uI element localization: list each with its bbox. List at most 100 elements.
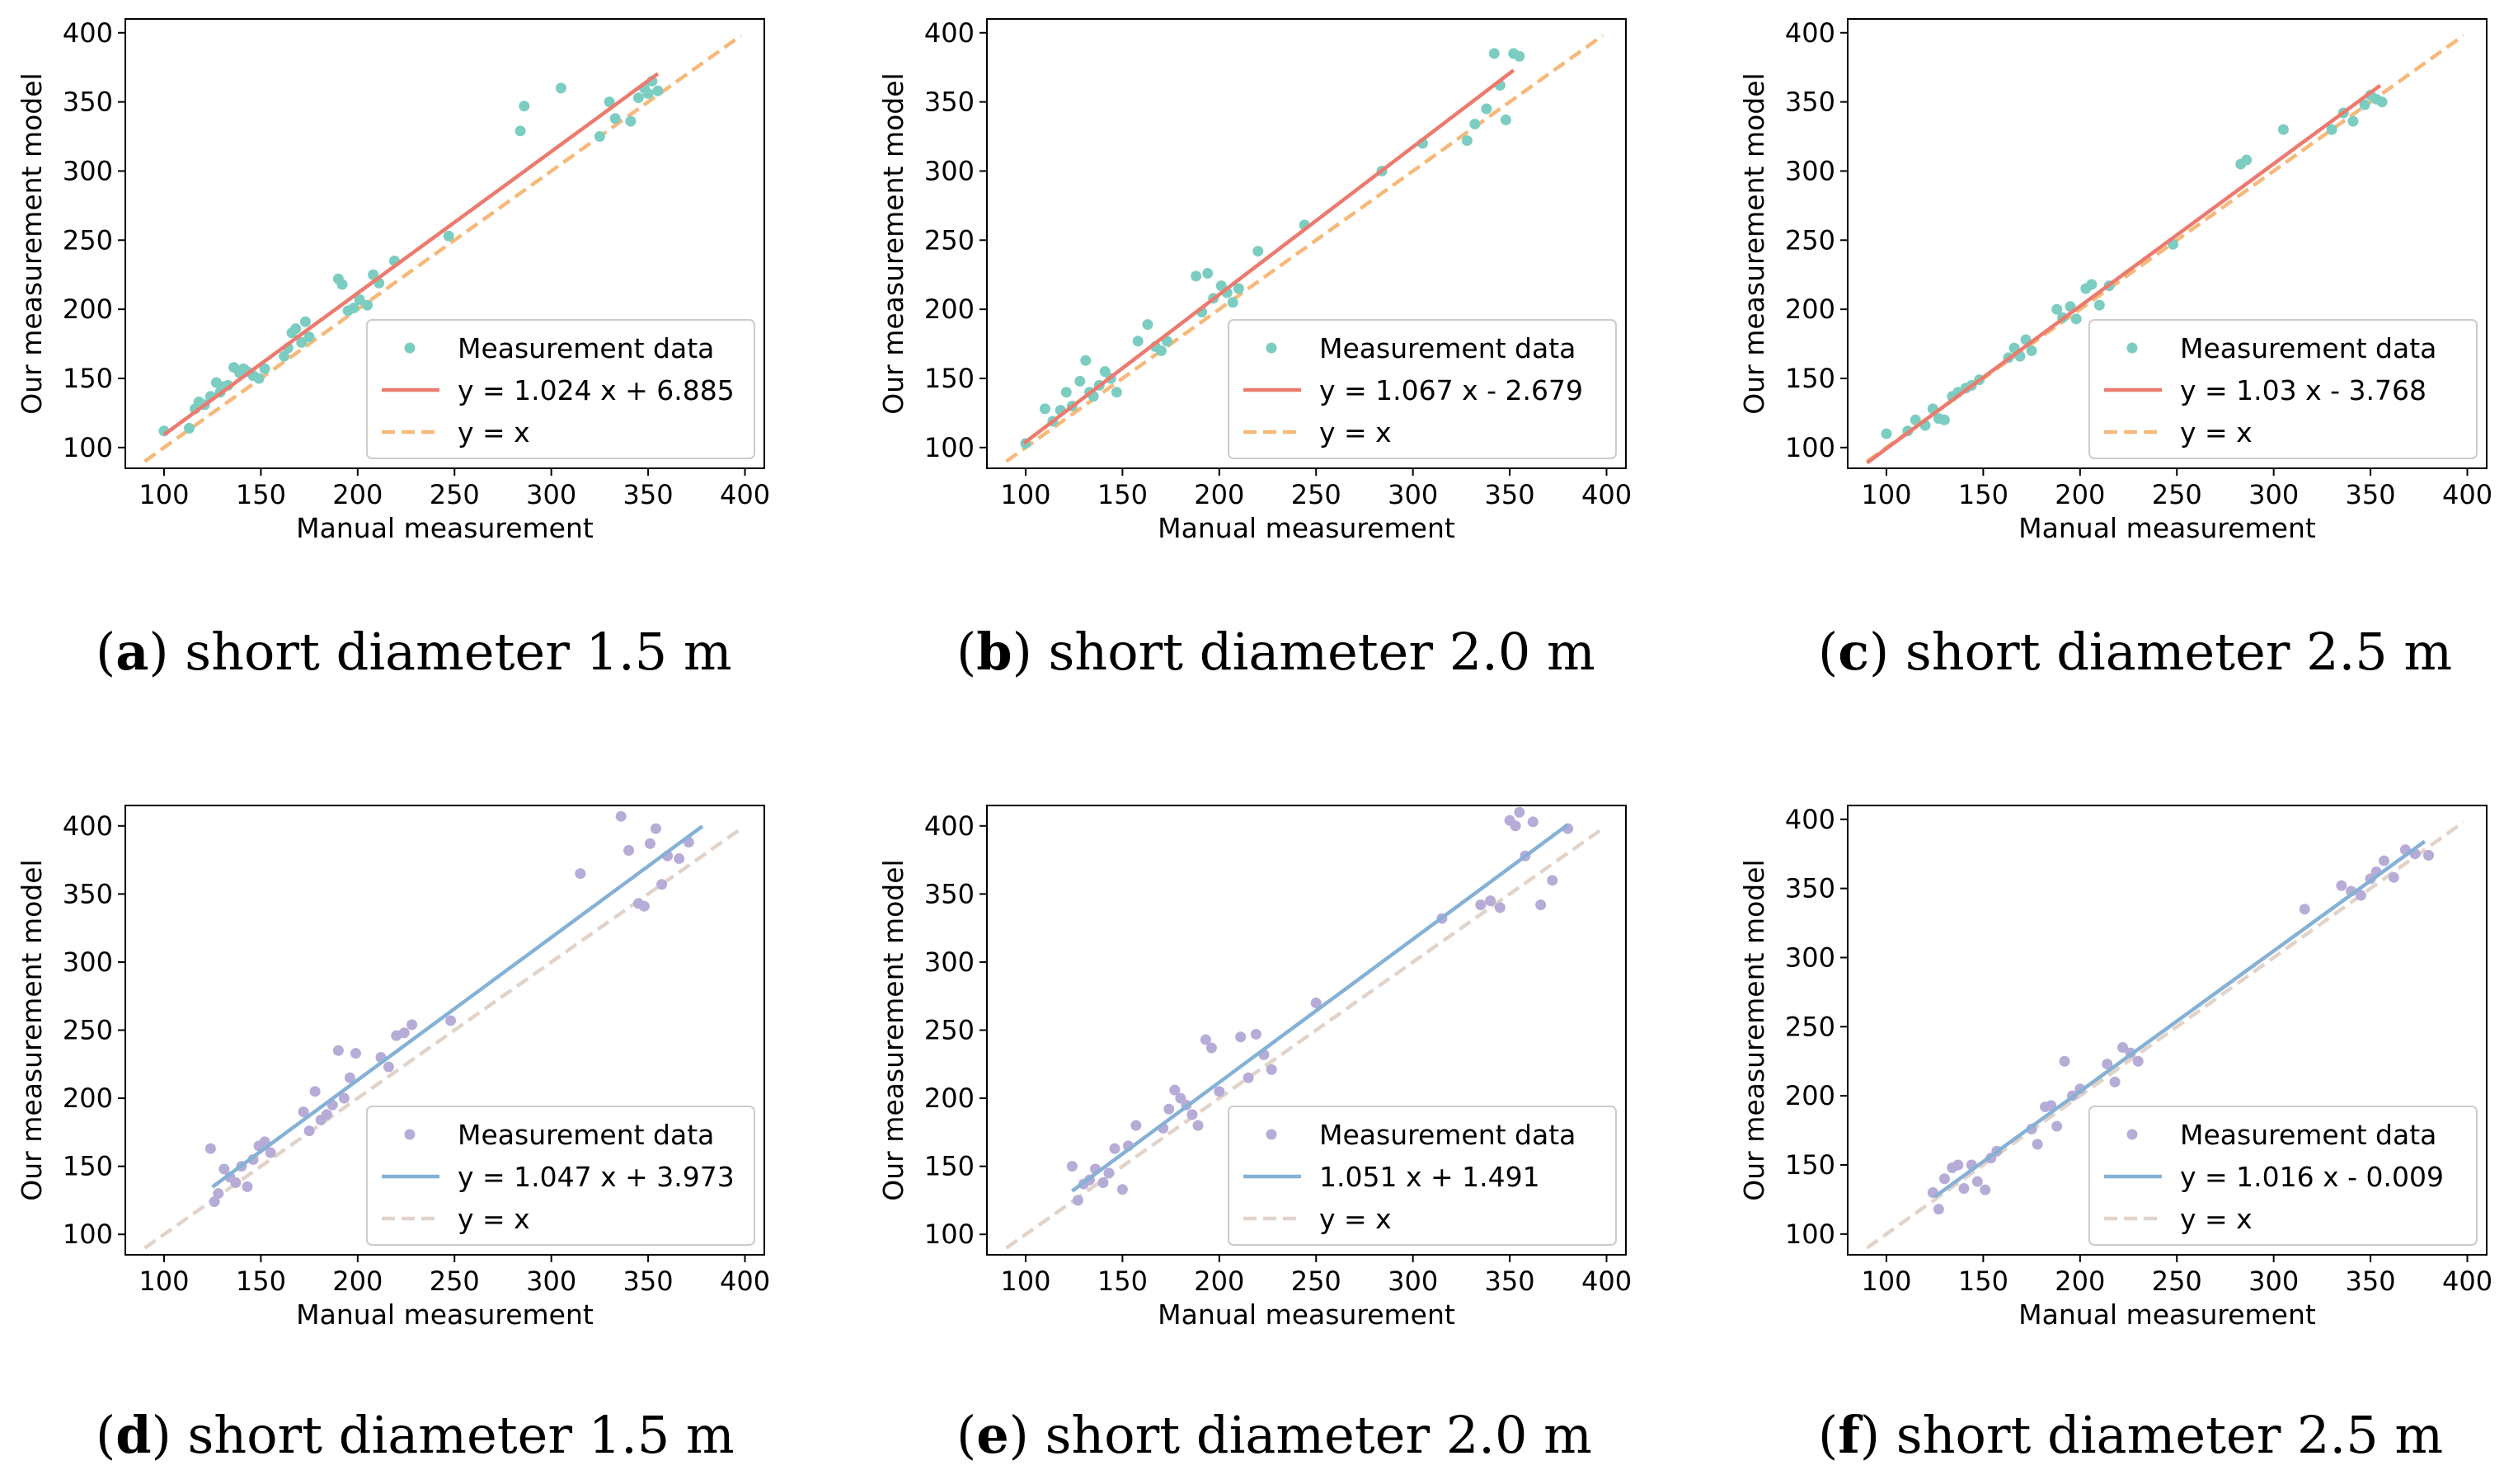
data-point xyxy=(625,115,637,127)
x-tick-label: 300 xyxy=(2248,1266,2299,1297)
data-point xyxy=(2132,1055,2144,1067)
data-point xyxy=(1485,895,1496,907)
panel-a: 100 150 200 250 300 350 400 100 150 200 250 300 350 4… xyxy=(16,17,770,682)
data-point xyxy=(2116,1041,2128,1053)
x-tick-label: 300 xyxy=(2248,479,2299,510)
data-point xyxy=(290,323,302,335)
y-axis-label: Our measurement model xyxy=(1738,859,1770,1200)
data-point xyxy=(1130,1120,1142,1131)
data-point xyxy=(1103,1167,1115,1179)
x-axis-label: Manual measurement xyxy=(2018,512,2316,544)
data-point xyxy=(1510,820,1521,832)
axes-frame xyxy=(1847,805,2488,1256)
data-point xyxy=(332,1045,344,1056)
data-point xyxy=(1527,816,1539,828)
panel-d: 100 150 200 250 300 350 400 100 150 200 250 300 350 4… xyxy=(16,805,770,1465)
panel-f: 100 150 200 250 300 350 400 100 150 200 250 300 350 4… xyxy=(1738,804,2492,1465)
caption-text: short diameter 1.5 m xyxy=(185,622,731,682)
panel-c: 100 150 200 250 300 350 400 100 150 200 250 300 350 4… xyxy=(1738,17,2492,682)
y-tick-label: 400 xyxy=(924,17,975,49)
caption-paren-close: ) xyxy=(1009,1405,1045,1465)
y-tick-label: 350 xyxy=(63,87,113,118)
legend-label: 1.051 x + 1.491 xyxy=(1319,1161,1540,1193)
data-point xyxy=(1111,387,1122,398)
caption-letter: c xyxy=(1838,622,1869,682)
legend-label: Measurement data xyxy=(458,1119,714,1151)
x-tick-label: 350 xyxy=(623,1266,674,1297)
legend-frame xyxy=(1228,1106,1617,1246)
panel-caption: (a) short diameter 1.5 m xyxy=(96,622,732,682)
data-point xyxy=(1163,1103,1175,1115)
legend-label: y = 1.016 x - 0.009 xyxy=(2180,1161,2444,1193)
data-point xyxy=(1494,902,1506,913)
data-point xyxy=(1097,1176,1109,1188)
legend-label: Measurement data xyxy=(1319,1119,1576,1151)
y-axis-label: Our measurement model xyxy=(1738,73,1770,414)
y-tick-label: 350 xyxy=(63,878,113,909)
caption-paren-close: ) xyxy=(152,1405,188,1465)
data-point xyxy=(309,1086,321,1097)
y-tick-label: 150 xyxy=(1785,363,1835,394)
legend-frame xyxy=(1228,319,1617,459)
y-axis-label: Our measurement model xyxy=(16,859,48,1200)
legend-label: Measurement data xyxy=(458,332,714,364)
y-tick-label: 350 xyxy=(1785,87,1835,118)
x-tick-label: 300 xyxy=(526,479,576,510)
caption-paren-open: ( xyxy=(956,1405,976,1465)
x-tick-label: 300 xyxy=(1388,479,1438,510)
data-point xyxy=(354,294,365,305)
x-axis-label: Manual measurement xyxy=(1158,512,1455,544)
panel-caption: (d) short diameter 1.5 m xyxy=(96,1405,735,1465)
x-tick-label: 200 xyxy=(2055,1266,2105,1297)
caption-paren-close: ) xyxy=(1869,622,1905,682)
x-tick-label: 200 xyxy=(1194,479,1244,510)
x-tick-label: 400 xyxy=(2442,1266,2492,1297)
data-point xyxy=(623,845,635,856)
x-tick-label: 300 xyxy=(1388,1266,1438,1297)
data-point xyxy=(2026,345,2037,356)
fit-line xyxy=(162,72,660,437)
data-point xyxy=(594,131,605,143)
axes-frame xyxy=(124,18,765,469)
x-tick-label: 100 xyxy=(1861,1266,1911,1297)
legend-marker-data xyxy=(1266,342,1277,354)
data-point xyxy=(1200,1034,1211,1045)
data-point xyxy=(2046,1100,2057,1111)
x-tick-label: 400 xyxy=(720,479,770,510)
fit-line xyxy=(1070,823,1569,1193)
data-point xyxy=(650,823,661,834)
data-point xyxy=(632,92,644,104)
panel-caption: (c) short diameter 2.5 m xyxy=(1818,622,2452,682)
data-point xyxy=(298,1106,309,1118)
data-point xyxy=(1233,283,1244,294)
data-point xyxy=(2059,1055,2070,1067)
x-tick-label: 100 xyxy=(139,1266,189,1297)
caption-letter: b xyxy=(976,622,1012,682)
data-point xyxy=(184,422,195,434)
data-point xyxy=(279,350,290,362)
data-point xyxy=(1205,1042,1217,1054)
caption-letter: d xyxy=(115,1405,151,1465)
data-point xyxy=(362,299,373,311)
data-point xyxy=(1142,319,1153,331)
data-point xyxy=(1481,103,1492,115)
caption-letter: f xyxy=(1838,1405,1863,1465)
data-point xyxy=(642,88,654,100)
legend: Measurement data y = 1.067 x - 2.679 y = x xyxy=(1228,319,1617,459)
data-point xyxy=(1169,1084,1181,1096)
data-point xyxy=(253,373,265,384)
x-axis-label: Manual measurement xyxy=(296,512,594,544)
data-point xyxy=(1109,1143,1120,1154)
data-point xyxy=(321,1109,332,1120)
data-point xyxy=(2299,904,2310,915)
panel-caption: (e) short diameter 2.0 m xyxy=(956,1405,1592,1465)
x-tick-label: 400 xyxy=(720,1266,770,1297)
data-point xyxy=(2241,154,2253,166)
data-point xyxy=(555,82,566,94)
y-tick-label: 300 xyxy=(63,946,113,978)
legend-frame xyxy=(366,1106,755,1246)
legend-label: y = x xyxy=(2180,1203,2253,1235)
y-tick-label: 200 xyxy=(1785,294,1835,325)
data-point xyxy=(303,1125,315,1137)
